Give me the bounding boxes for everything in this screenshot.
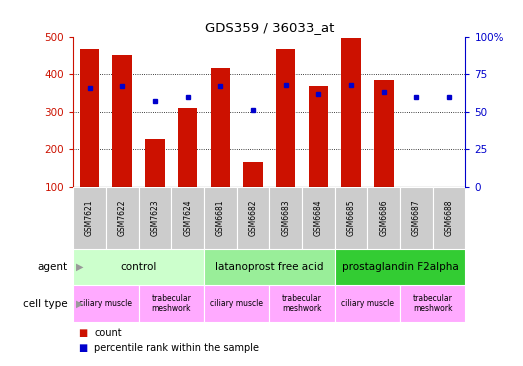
Text: cell type: cell type <box>24 299 68 309</box>
Bar <box>309 86 328 187</box>
Bar <box>106 187 139 249</box>
Text: GSM6686: GSM6686 <box>379 199 388 236</box>
Text: GSM6688: GSM6688 <box>445 199 453 236</box>
Bar <box>204 285 269 322</box>
Bar <box>236 187 269 249</box>
Bar <box>243 162 263 187</box>
Text: count: count <box>94 328 122 338</box>
Bar <box>374 80 393 187</box>
Text: ciliary muscle: ciliary muscle <box>210 299 263 308</box>
Text: ▶: ▶ <box>76 299 83 309</box>
Text: control: control <box>120 262 157 272</box>
Text: ■: ■ <box>78 343 88 353</box>
Text: GSM6683: GSM6683 <box>281 199 290 236</box>
Bar <box>79 49 99 187</box>
Bar <box>139 187 172 249</box>
Bar <box>341 38 361 187</box>
Text: GSM6681: GSM6681 <box>216 199 225 236</box>
Text: agent: agent <box>38 262 68 272</box>
Bar <box>302 187 335 249</box>
Text: trabecular
meshwork: trabecular meshwork <box>282 294 322 314</box>
Bar <box>400 285 465 322</box>
Text: GSM7624: GSM7624 <box>183 199 192 236</box>
Bar <box>172 187 204 249</box>
Text: GSM6684: GSM6684 <box>314 199 323 236</box>
Bar <box>73 249 204 285</box>
Bar <box>204 187 236 249</box>
Bar <box>210 68 230 187</box>
Bar <box>269 187 302 249</box>
Bar <box>145 139 165 187</box>
Text: percentile rank within the sample: percentile rank within the sample <box>94 343 259 353</box>
Text: ciliary muscle: ciliary muscle <box>79 299 132 308</box>
Bar <box>178 108 198 187</box>
Bar <box>112 55 132 187</box>
Text: GSM6682: GSM6682 <box>248 199 257 236</box>
Bar <box>400 187 433 249</box>
Text: trabecular
meshwork: trabecular meshwork <box>413 294 453 314</box>
Text: GSM7623: GSM7623 <box>151 199 160 236</box>
Bar <box>73 285 139 322</box>
Bar <box>335 249 465 285</box>
Title: GDS359 / 36033_at: GDS359 / 36033_at <box>204 21 334 34</box>
Bar <box>335 285 400 322</box>
Bar <box>73 187 106 249</box>
Bar <box>139 285 204 322</box>
Text: ■: ■ <box>78 328 88 338</box>
Bar <box>276 49 295 187</box>
Text: ciliary muscle: ciliary muscle <box>341 299 394 308</box>
Text: GSM7621: GSM7621 <box>85 199 94 236</box>
Bar <box>204 249 335 285</box>
Text: latanoprost free acid: latanoprost free acid <box>215 262 324 272</box>
Bar <box>433 187 465 249</box>
Text: GSM7622: GSM7622 <box>118 199 127 236</box>
Text: trabecular
meshwork: trabecular meshwork <box>151 294 191 314</box>
Bar <box>335 187 367 249</box>
Bar <box>269 285 335 322</box>
Text: GSM6685: GSM6685 <box>347 199 356 236</box>
Bar <box>367 187 400 249</box>
Text: ▶: ▶ <box>76 262 83 272</box>
Text: GSM6687: GSM6687 <box>412 199 421 236</box>
Text: prostaglandin F2alpha: prostaglandin F2alpha <box>342 262 459 272</box>
